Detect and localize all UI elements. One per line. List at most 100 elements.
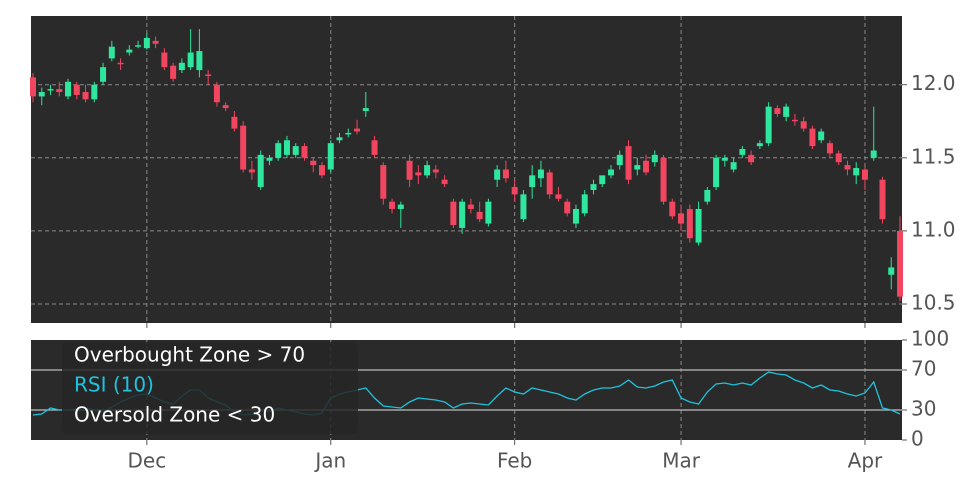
- candle-body: [354, 128, 361, 132]
- candle-body: [555, 194, 562, 199]
- candle-body: [108, 46, 115, 59]
- candle-body: [467, 204, 474, 209]
- candle-body: [143, 37, 150, 49]
- x-tick-label: Feb: [497, 449, 532, 473]
- candle-body: [800, 121, 807, 129]
- candle-body: [529, 175, 536, 188]
- candle-body: [879, 179, 886, 220]
- candle-body: [844, 165, 851, 170]
- candle-body: [30, 77, 36, 97]
- candle-body: [748, 154, 755, 163]
- candle-body: [476, 211, 483, 220]
- candle-body: [152, 40, 159, 44]
- candle-body: [406, 160, 413, 180]
- candle-body: [783, 106, 790, 117]
- candle-body: [502, 169, 509, 179]
- candle-body: [231, 116, 238, 129]
- candle-body: [608, 169, 614, 176]
- candle-body: [424, 165, 431, 176]
- x-tick-label: Jan: [313, 449, 346, 473]
- candle-body: [511, 187, 518, 195]
- candle-body: [686, 208, 693, 239]
- candle-body: [660, 157, 667, 202]
- legend-label: Overbought Zone > 70: [74, 343, 305, 367]
- candle-body: [809, 128, 816, 147]
- candle-body: [818, 131, 825, 141]
- candle-body: [704, 189, 711, 202]
- candle-body: [537, 169, 544, 179]
- candle-body: [765, 106, 772, 144]
- y-tick-label: 100: [911, 327, 949, 351]
- candle-body: [196, 51, 203, 71]
- candle-body: [38, 92, 45, 97]
- candle-body: [336, 137, 343, 141]
- candle-body: [170, 65, 177, 79]
- candle-body: [485, 201, 492, 224]
- candle-body: [380, 165, 387, 199]
- candle-body: [494, 169, 501, 180]
- candle-body: [415, 172, 422, 176]
- candle-body: [441, 179, 448, 185]
- candle-body: [669, 201, 676, 217]
- y-tick-label: 0: [911, 427, 924, 451]
- candle-body: [739, 149, 746, 155]
- candle-body: [292, 146, 299, 155]
- candle-body: [389, 201, 396, 209]
- candle-body: [721, 157, 728, 161]
- candle-body: [826, 143, 833, 154]
- candle-body: [47, 89, 54, 91]
- candle-body: [117, 62, 124, 65]
- candle-body: [240, 125, 247, 170]
- y-tick-label: 30: [911, 397, 936, 421]
- candle-body: [678, 213, 685, 224]
- candle-body: [791, 119, 798, 122]
- candle-body: [581, 194, 588, 214]
- candle-body: [222, 105, 229, 109]
- candle-body: [266, 157, 273, 161]
- candle-body: [362, 108, 369, 112]
- candle-body: [432, 169, 439, 173]
- candle-body: [546, 172, 553, 195]
- x-tick-label: Apr: [848, 449, 883, 473]
- candle-body: [897, 230, 903, 297]
- y-tick-label: 11.5: [911, 144, 956, 168]
- candle-body: [713, 157, 720, 188]
- candle-body: [301, 146, 308, 158]
- candle-body: [91, 84, 98, 100]
- candle-body: [625, 146, 632, 180]
- x-tick-label: Dec: [127, 449, 166, 473]
- candle-body: [643, 160, 650, 173]
- candle-body: [590, 184, 597, 190]
- candle-body: [730, 162, 737, 170]
- candle-body: [56, 89, 63, 93]
- candle-body: [126, 49, 133, 53]
- candle-body: [599, 175, 606, 185]
- candle-body: [213, 84, 220, 103]
- candle-body: [861, 169, 868, 180]
- candle-body: [178, 62, 185, 71]
- candle-body: [275, 143, 282, 158]
- candle-body: [564, 201, 571, 214]
- price-panel: [31, 16, 902, 323]
- candle-body: [100, 67, 107, 82]
- candle-body: [450, 201, 457, 226]
- candle-body: [327, 143, 334, 170]
- y-tick-label: 11.0: [911, 217, 956, 241]
- candle-body: [888, 267, 895, 275]
- y-tick-label: 10.5: [911, 290, 956, 314]
- candle-body: [371, 140, 378, 155]
- y-tick-label: 70: [911, 357, 936, 381]
- candle-body: [310, 160, 317, 166]
- candle-body: [187, 52, 194, 68]
- candle-body: [205, 74, 212, 76]
- candle-body: [616, 154, 623, 166]
- legend-box: [62, 342, 358, 434]
- candle-body: [774, 108, 781, 114]
- legend-label: Oversold Zone < 30: [74, 403, 275, 427]
- candle-body: [651, 154, 658, 163]
- candle-body: [161, 52, 168, 68]
- candle-body: [73, 84, 80, 95]
- candle-body: [459, 201, 466, 228]
- candle-body: [345, 132, 352, 135]
